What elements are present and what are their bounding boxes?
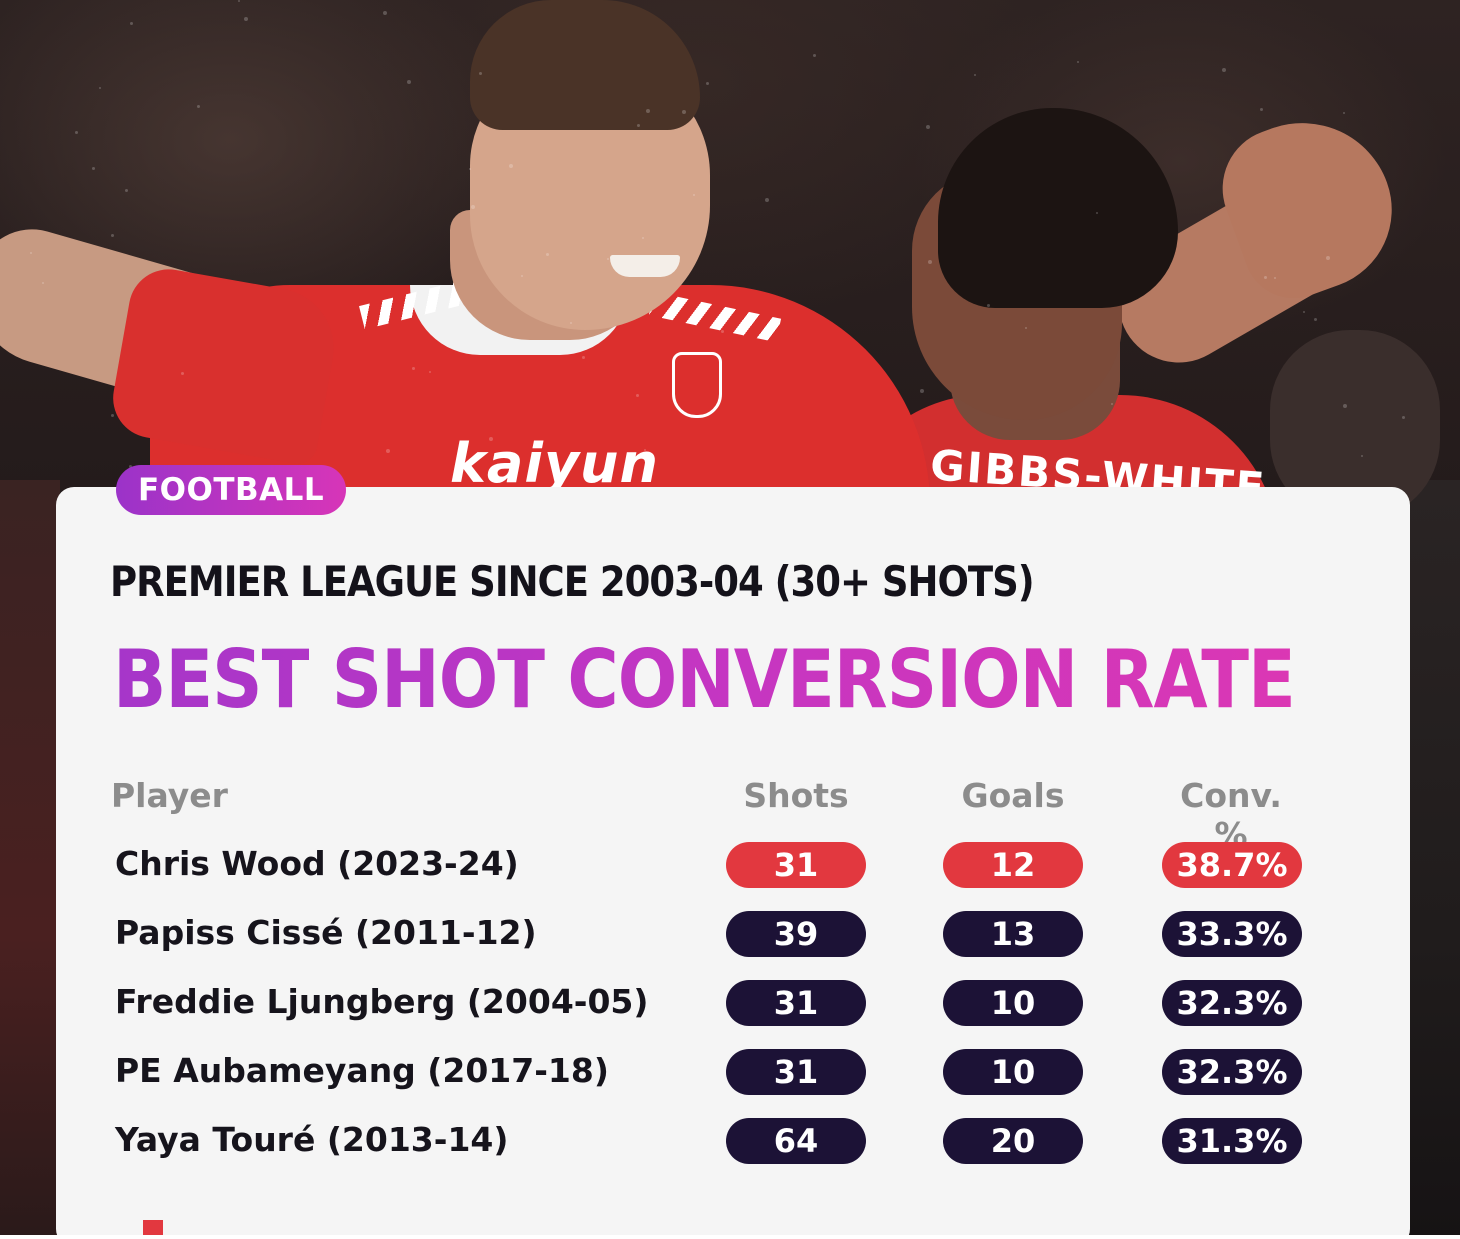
- page-title: BEST SHOT CONVERSION RATE: [113, 632, 1296, 727]
- table-row: Freddie Ljungberg (2004-05) 31 10 32.3%: [0, 980, 1460, 1028]
- column-header-goals: Goals: [961, 776, 1065, 815]
- column-header-shots: Shots: [743, 776, 849, 815]
- player-name: Chris Wood (2023-24): [115, 844, 519, 883]
- rain-speck: [987, 304, 990, 307]
- player-name: Yaya Touré (2013-14): [115, 1120, 509, 1159]
- goals-value: 12: [943, 842, 1083, 888]
- rain-speck: [75, 131, 78, 134]
- rain-speck: [42, 282, 44, 284]
- rain-speck: [644, 449, 646, 451]
- shirt-sponsor-text: kaiyun: [450, 432, 659, 495]
- background-crowd: [0, 480, 60, 1239]
- shots-value: 39: [726, 911, 866, 957]
- rain-speck: [1260, 108, 1263, 111]
- rain-speck: [926, 125, 930, 129]
- rain-speck: [1096, 212, 1098, 214]
- player-hair: [470, 0, 700, 130]
- rain-speck: [1303, 311, 1305, 313]
- rain-speck: [1343, 404, 1347, 408]
- rain-speck: [521, 275, 523, 277]
- divider: [0, 1235, 1460, 1239]
- rain-speck: [479, 72, 482, 75]
- conversion-value: 32.3%: [1162, 980, 1302, 1026]
- player-name: PE Aubameyang (2017-18): [115, 1051, 609, 1090]
- rain-speck: [383, 11, 387, 15]
- rain-speck: [1025, 327, 1027, 329]
- rain-speck: [570, 322, 572, 324]
- shots-value: 31: [726, 980, 866, 1026]
- rain-speck: [642, 237, 644, 239]
- shots-value: 31: [726, 842, 866, 888]
- rain-speck: [111, 414, 114, 417]
- table-row: Chris Wood (2023-24) 31 12 38.7%: [0, 842, 1460, 890]
- rain-speck: [1111, 403, 1113, 405]
- player-smile: [610, 255, 680, 277]
- rain-speck: [974, 74, 976, 76]
- rain-speck: [471, 205, 475, 209]
- conversion-value: 31.3%: [1162, 1118, 1302, 1164]
- table-row: Yaya Touré (2013-14) 64 20 31.3%: [0, 1118, 1460, 1166]
- rain-speck: [1361, 455, 1363, 457]
- rain-speck: [30, 252, 32, 254]
- rain-speck: [469, 168, 471, 170]
- rain-speck: [489, 437, 493, 441]
- category-badge[interactable]: FOOTBALL: [116, 465, 347, 515]
- table-row: PE Aubameyang (2017-18) 31 10 32.3%: [0, 1049, 1460, 1097]
- rain-speck: [721, 330, 724, 333]
- conversion-value: 33.3%: [1162, 911, 1302, 957]
- rain-speck: [238, 0, 240, 2]
- column-header-player: Player: [111, 776, 228, 815]
- rain-speck: [1326, 256, 1330, 260]
- rain-speck: [546, 253, 549, 256]
- rain-speck: [928, 260, 932, 264]
- rain-speck: [412, 367, 415, 370]
- goals-value: 13: [943, 911, 1083, 957]
- rain-speck: [1222, 68, 1226, 72]
- player-name: Papiss Cissé (2011-12): [115, 913, 537, 952]
- rain-speck: [130, 22, 133, 25]
- club-crest-icon: [672, 352, 722, 418]
- rain-speck: [1314, 318, 1317, 321]
- rain-speck: [636, 394, 639, 397]
- rain-speck: [244, 17, 248, 21]
- rain-speck: [706, 82, 709, 85]
- rain-speck: [111, 234, 114, 237]
- rain-speck: [181, 372, 184, 375]
- goals-value: 10: [943, 980, 1083, 1026]
- rain-speck: [1402, 416, 1405, 419]
- conversion-value: 38.7%: [1162, 842, 1302, 888]
- rain-speck: [682, 110, 686, 114]
- player-hair: [938, 108, 1178, 308]
- legend-marker: [143, 1220, 163, 1239]
- rain-speck: [920, 389, 924, 393]
- rain-speck: [1077, 61, 1079, 63]
- rain-speck: [429, 371, 431, 373]
- rain-speck: [693, 194, 695, 196]
- background-crowd: [1408, 480, 1460, 1239]
- shots-value: 64: [726, 1118, 866, 1164]
- rain-speck: [765, 198, 769, 202]
- rain-speck: [1274, 277, 1276, 279]
- shots-value: 31: [726, 1049, 866, 1095]
- rain-speck: [386, 449, 390, 453]
- rain-speck: [407, 80, 411, 84]
- table-row: Papiss Cissé (2011-12) 39 13 33.3%: [0, 911, 1460, 959]
- rain-speck: [607, 258, 609, 260]
- subtitle: PREMIER LEAGUE SINCE 2003-04 (30+ SHOTS): [110, 558, 1035, 607]
- player-name: Freddie Ljungberg (2004-05): [115, 982, 649, 1021]
- rain-speck: [813, 54, 816, 57]
- rain-speck: [509, 164, 513, 168]
- goals-value: 10: [943, 1049, 1083, 1095]
- rain-speck: [637, 124, 640, 127]
- rain-speck: [582, 356, 585, 359]
- rain-speck: [1264, 276, 1267, 279]
- rain-speck: [99, 87, 101, 89]
- rain-speck: [197, 105, 200, 108]
- rain-speck: [92, 167, 95, 170]
- goals-value: 20: [943, 1118, 1083, 1164]
- rain-speck: [646, 109, 650, 113]
- conversion-value: 32.3%: [1162, 1049, 1302, 1095]
- rain-speck: [1343, 112, 1345, 114]
- rain-speck: [125, 189, 128, 192]
